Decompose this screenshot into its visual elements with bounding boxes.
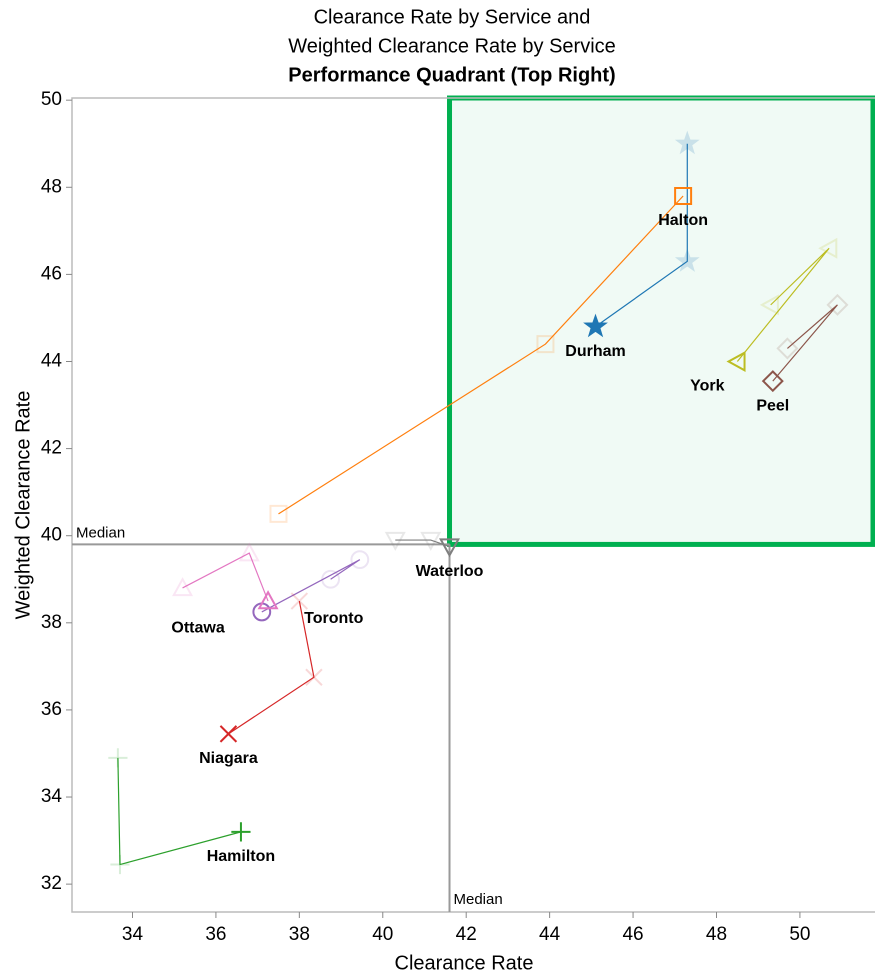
- point: [305, 668, 323, 686]
- point: [674, 186, 693, 205]
- chart-subtitle: Performance Quadrant (Top Right): [288, 64, 615, 86]
- chart-title: Clearance Rate by Service and: [314, 6, 591, 28]
- point: [674, 130, 700, 155]
- x-axis-title: Clearance Rate: [395, 952, 534, 974]
- x-tick-label: 46: [622, 924, 643, 945]
- point: [350, 550, 370, 570]
- point-label: Niagara: [199, 750, 258, 767]
- point: [290, 592, 309, 610]
- point: [776, 337, 799, 360]
- y-tick-label: 44: [41, 351, 63, 372]
- x-tick-label: 42: [456, 924, 477, 945]
- median-label: Median: [454, 891, 503, 908]
- x-tick-label: 34: [122, 924, 144, 945]
- point-label: Toronto: [304, 610, 363, 627]
- y-tick-label: 42: [41, 438, 62, 459]
- y-tick-label: 48: [41, 176, 62, 197]
- trail-line: [736, 247, 830, 362]
- point-label: Halton: [658, 212, 708, 229]
- point: [172, 577, 194, 597]
- x-tick-label: 40: [372, 924, 393, 945]
- point: [536, 335, 555, 354]
- point-label: Waterloo: [416, 563, 484, 580]
- x-tick-label: 38: [289, 924, 310, 945]
- point: [110, 854, 130, 875]
- y-tick-label: 32: [41, 873, 62, 894]
- point: [108, 748, 128, 768]
- x-tick-label: 36: [205, 924, 226, 945]
- trail-line: [772, 304, 838, 382]
- y-tick-label: 40: [41, 525, 62, 546]
- point: [321, 569, 341, 589]
- point: [384, 531, 406, 551]
- point: [269, 504, 288, 523]
- trail-line: [261, 559, 361, 613]
- x-tick-label: 48: [706, 924, 727, 945]
- point-label: York: [690, 378, 724, 395]
- trail-line: [595, 143, 688, 328]
- y-tick-label: 36: [41, 699, 62, 720]
- median-label: Median: [76, 524, 125, 541]
- quadrant-highlight: [447, 95, 875, 547]
- point: [726, 351, 746, 372]
- chart-subtitle: Weighted Clearance Rate by Service: [288, 35, 616, 57]
- x-tick-label: 44: [539, 924, 561, 945]
- point: [583, 313, 608, 338]
- trail-line: [182, 552, 269, 602]
- point-label: Durham: [565, 343, 625, 360]
- point: [439, 538, 461, 558]
- point: [759, 294, 779, 316]
- point: [674, 248, 700, 272]
- point: [238, 542, 260, 562]
- point: [761, 370, 784, 393]
- point-label: Hamilton: [207, 848, 275, 865]
- point: [231, 822, 251, 842]
- point: [420, 531, 442, 551]
- y-tick-label: 34: [41, 786, 63, 807]
- point: [257, 590, 279, 610]
- y-tick-label: 46: [41, 263, 62, 284]
- x-tick-label: 50: [789, 924, 810, 945]
- trail-line: [117, 757, 242, 866]
- point: [818, 237, 838, 259]
- trail-line: [228, 600, 315, 735]
- point: [219, 725, 238, 743]
- y-axis-title: Weighted Clearance Rate: [12, 391, 34, 620]
- point: [826, 293, 849, 316]
- point-label: Ottawa: [171, 619, 224, 636]
- point-label: Peel: [756, 397, 789, 414]
- y-tick-label: 50: [41, 89, 62, 110]
- y-tick-label: 38: [41, 612, 62, 633]
- trail-line: [278, 195, 684, 515]
- axis-frame: [71, 97, 875, 913]
